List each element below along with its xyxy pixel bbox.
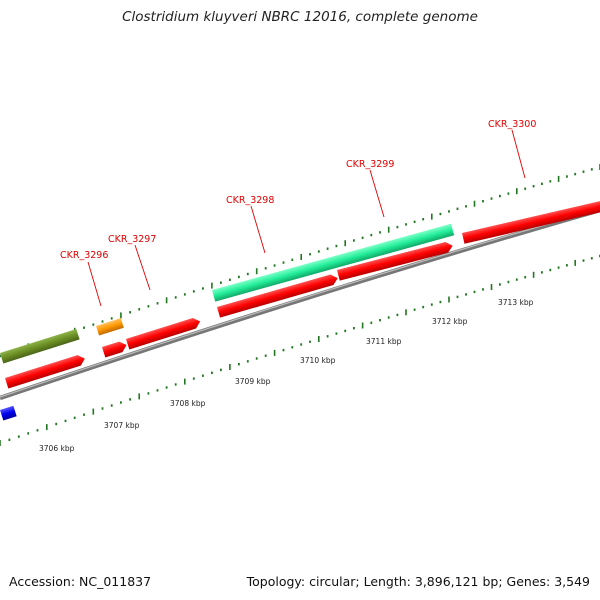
gene-label-text: CKR_3299 [346,159,394,170]
feature-blue[interactable] [0,405,17,421]
feature-red-6[interactable] [462,199,600,244]
feature-orange[interactable] [96,318,124,336]
gene-label-ckr-3300[interactable]: CKR_3300 [488,119,536,179]
kbp-label: 3710 kbp [300,356,336,365]
page-title: Clostridium kluyveri NBRC 12016, complet… [122,9,478,25]
gene-label-ckr-3299[interactable]: CKR_3299 [346,159,394,218]
genome-stats-text: Topology: circular; Length: 3,896,121 bp… [246,574,590,589]
lower-tick-row [0,254,600,446]
kbp-label: 3707 kbp [104,421,140,430]
feature-mint[interactable] [212,223,455,302]
gene-label-text: CKR_3298 [226,195,274,206]
scale-labels: 3706 kbp 3707 kbp 3708 kbp 3709 kbp 3710… [39,298,534,453]
accession-text: Accession: NC_011837 [9,574,152,589]
kbp-label: 3712 kbp [432,317,468,326]
kbp-label: 3709 kbp [235,377,271,386]
gene-label-text: CKR_3296 [60,250,108,261]
genome-backbone-highlight [0,208,600,398]
kbp-label: 3713 kbp [498,298,534,307]
kbp-label: 3706 kbp [39,444,75,453]
kbp-label: 3711 kbp [366,337,402,346]
genome-backbone [0,207,600,401]
feature-olive[interactable] [0,328,80,364]
kbp-label: 3708 kbp [170,399,206,408]
feature-red-5[interactable] [337,240,454,281]
feature-red-4[interactable] [217,273,339,318]
gene-label-ckr-3298[interactable]: CKR_3298 [226,195,274,254]
feature-red-1[interactable] [5,353,87,389]
feature-red-2[interactable] [102,340,128,358]
feature-red-3[interactable] [126,316,202,350]
gene-label-text: CKR_3300 [488,119,536,130]
gene-label-text: CKR_3297 [108,234,156,245]
gene-label-ckr-3296[interactable]: CKR_3296 [60,250,108,307]
gene-label-ckr-3297[interactable]: CKR_3297 [108,234,156,291]
